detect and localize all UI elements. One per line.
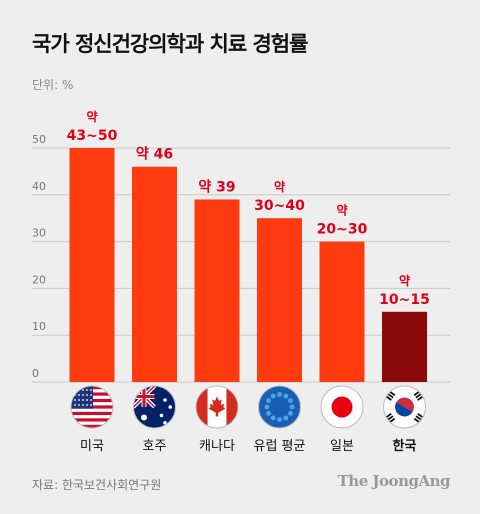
korea-flag-icon [383, 385, 426, 429]
bar-유럽 평균 [257, 218, 302, 382]
data-label: 43~50 [67, 128, 118, 144]
x-tick-label: 한국 [393, 438, 417, 454]
x-tick-label: 호주 [143, 439, 167, 454]
y-tick-label: 40 [32, 180, 46, 193]
data-label: 약 39 [198, 178, 235, 195]
australia-flag-icon [133, 385, 176, 429]
data-label: 약 [336, 203, 347, 218]
x-tick-label: 미국 [80, 439, 104, 454]
usa-flag-icon [70, 385, 114, 429]
bar-캐나다 [194, 199, 240, 382]
data-label: 약 [399, 273, 410, 288]
japan-flag-icon [320, 385, 364, 429]
y-tick-label: 10 [32, 320, 46, 333]
y-tick-label: 50 [32, 133, 46, 146]
x-tick-label: 캐나다 [199, 439, 235, 454]
data-label: 약 46 [136, 146, 173, 163]
data-label: 10~15 [379, 292, 430, 308]
data-label: 약 [274, 179, 285, 194]
x-tick-label: 유럽 평균 [254, 439, 306, 454]
canada-flag-icon [195, 385, 239, 429]
brand-logo: The JoongAng [337, 472, 451, 490]
y-tick-label: 20 [32, 273, 46, 286]
source-note: 자료: 한국보건사회연구원 [32, 478, 162, 492]
y-tick-label: 30 [32, 227, 46, 240]
y-tick-label: 0 [32, 367, 39, 380]
data-label: 약 [86, 109, 97, 124]
bar-일본 [319, 241, 365, 382]
bar-한국 [382, 311, 427, 382]
unit-label: 단위: % [32, 78, 74, 92]
bar-호주 [132, 166, 177, 382]
bar-미국 [69, 148, 115, 382]
chart-title: 국가 정신건강의학과 치료 경험률 [32, 32, 308, 56]
x-tick-label: 일본 [330, 439, 354, 454]
eu-flag-icon [258, 385, 301, 429]
data-label: 20~30 [317, 222, 368, 238]
data-label: 30~40 [254, 198, 305, 214]
